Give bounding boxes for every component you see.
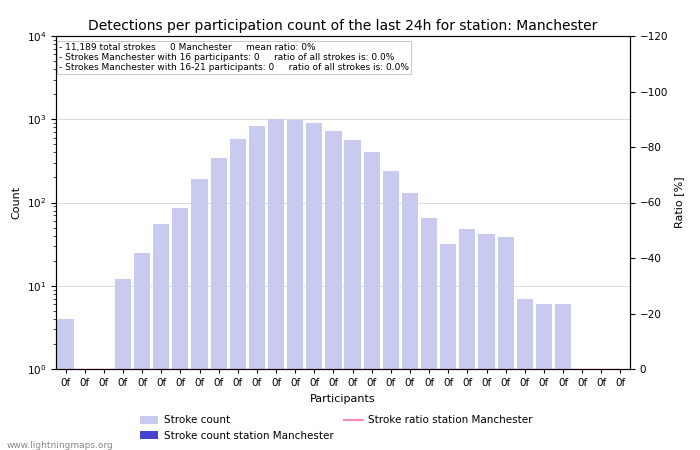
- X-axis label: Participants: Participants: [310, 394, 376, 404]
- Bar: [593, 369, 610, 450]
- Bar: [536, 304, 552, 450]
- Bar: [306, 123, 323, 450]
- Title: Detections per participation count of the last 24h for station: Manchester: Detections per participation count of th…: [88, 19, 598, 33]
- Bar: [478, 234, 495, 450]
- Text: www.lightningmaps.org: www.lightningmaps.org: [7, 441, 113, 450]
- Bar: [230, 139, 246, 450]
- Bar: [593, 369, 610, 450]
- Bar: [555, 304, 571, 450]
- Bar: [268, 119, 284, 450]
- Bar: [134, 252, 150, 450]
- Bar: [115, 279, 131, 450]
- Bar: [191, 179, 208, 450]
- Bar: [421, 218, 438, 450]
- Bar: [383, 171, 399, 450]
- Text: - 11,189 total strokes     0 Manchester     mean ratio: 0%
- Strokes Manchester : - 11,189 total strokes 0 Manchester mean…: [59, 43, 409, 72]
- Y-axis label: Ratio [%]: Ratio [%]: [674, 177, 684, 228]
- Bar: [96, 369, 112, 450]
- Bar: [498, 238, 514, 450]
- Bar: [326, 130, 342, 450]
- Legend: Stroke count, Stroke count station Manchester, Stroke ratio station Manchester: Stroke count, Stroke count station Manch…: [136, 411, 536, 445]
- Bar: [248, 126, 265, 450]
- Bar: [57, 319, 74, 450]
- Bar: [612, 369, 629, 450]
- Bar: [153, 224, 169, 450]
- Bar: [612, 369, 629, 450]
- Bar: [574, 369, 590, 450]
- Y-axis label: Count: Count: [11, 186, 21, 219]
- Bar: [517, 299, 533, 450]
- Bar: [211, 158, 227, 450]
- Bar: [574, 369, 590, 450]
- Bar: [76, 369, 93, 450]
- Bar: [440, 244, 456, 450]
- Bar: [172, 208, 188, 450]
- Bar: [459, 229, 475, 450]
- Bar: [287, 120, 303, 450]
- Bar: [402, 193, 418, 450]
- Bar: [363, 153, 380, 450]
- Bar: [344, 140, 360, 450]
